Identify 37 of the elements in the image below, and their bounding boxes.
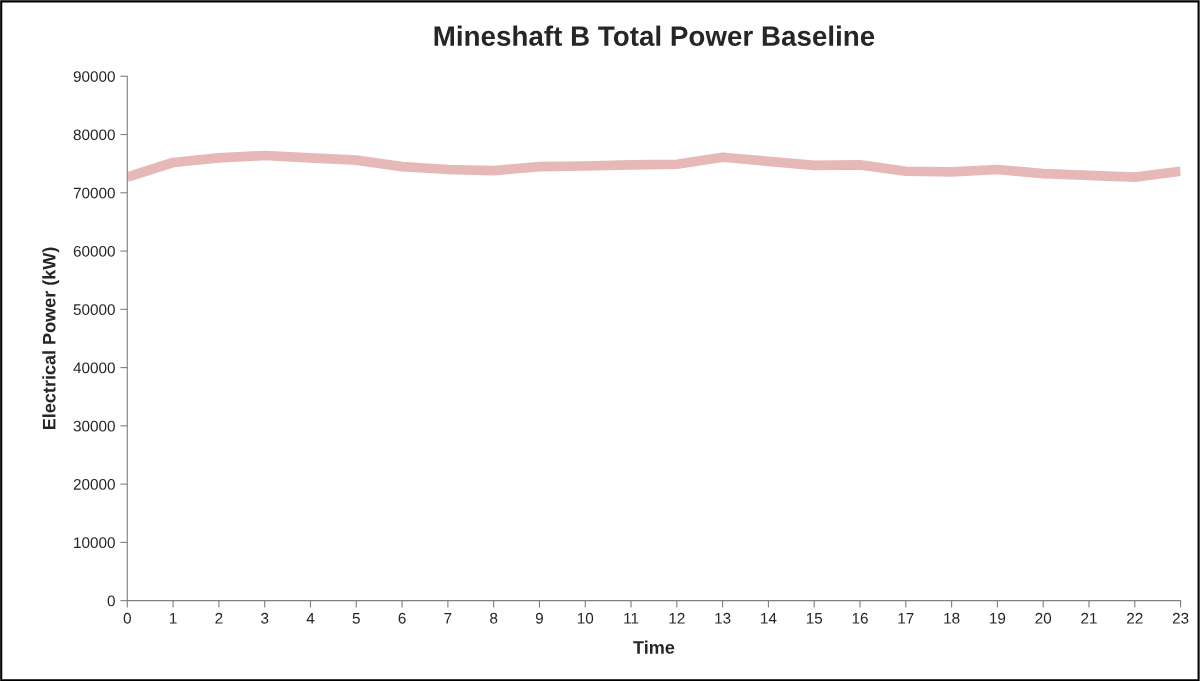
y-tick-label: 90000: [73, 71, 115, 82]
y-tick-label: 80000: [73, 129, 115, 141]
x-tick-label: 3: [261, 612, 269, 624]
x-tick-label: 11: [624, 613, 639, 624]
x-tick-label: 10: [577, 612, 594, 624]
x-tick-label: 7: [444, 613, 452, 624]
x-tick-label: 17: [898, 613, 914, 624]
chart-title: Mineshaft B Total Power Baseline: [434, 25, 875, 46]
x-tick-label: 18: [944, 612, 960, 624]
x-tick-label: 23: [1172, 612, 1189, 624]
x-tick-label: 21: [1081, 612, 1097, 624]
x-tick-label: 5: [352, 613, 360, 624]
x-tick-label: 8: [490, 612, 498, 624]
x-tick-label: 1: [170, 613, 177, 624]
y-tick-label: 10000: [74, 537, 115, 549]
x-tick-label: 0: [123, 612, 131, 624]
x-tick-label: 12: [669, 612, 685, 624]
x-tick-label: 22: [1127, 612, 1143, 624]
x-tick-label: 16: [852, 612, 868, 624]
y-tick-label: 50000: [73, 304, 115, 316]
x-tick-label: 20: [1035, 612, 1052, 624]
x-tick-label: 9: [535, 612, 543, 624]
x-tick-label: 4: [306, 613, 315, 624]
y-tick-label: 20000: [73, 478, 115, 490]
y-axis-title: Electrical Power (kW): [42, 247, 60, 430]
y-tick-label: 30000: [73, 420, 115, 432]
x-tick-label: 2: [215, 612, 223, 624]
y-tick-label: 60000: [73, 245, 115, 257]
x-tick-label: 6: [398, 612, 406, 624]
x-tick-label: 13: [715, 612, 731, 624]
x-tick-label: 19: [990, 612, 1006, 624]
y-tick-label: 40000: [73, 362, 115, 374]
x-tick-label: 14: [761, 613, 777, 624]
x-tick-label: 15: [806, 613, 823, 624]
y-tick-label: 0: [107, 595, 115, 607]
y-tick-label: 70000: [73, 187, 115, 199]
x-axis-title: Time: [633, 640, 675, 654]
